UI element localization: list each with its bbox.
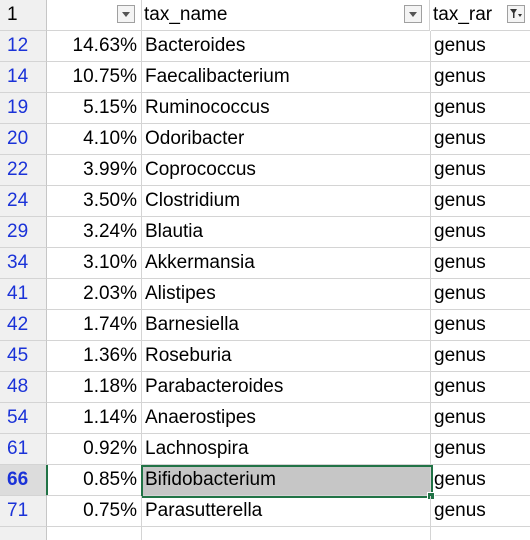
tax-rank-cell[interactable]: genus bbox=[431, 248, 530, 279]
tax-name-cell[interactable]: Coprococcus bbox=[142, 155, 431, 186]
tax-name-cell[interactable]: Roseburia bbox=[142, 341, 431, 372]
table-row: 19 5.15% Ruminococcus genus bbox=[0, 93, 530, 124]
row-header[interactable]: 14 bbox=[0, 62, 47, 93]
row-header[interactable]: 34 bbox=[0, 248, 47, 279]
percentage-cell[interactable]: 3.50% bbox=[47, 186, 142, 217]
table-row: 41 2.03% Alistipes genus bbox=[0, 279, 530, 310]
header-cell-tax-name[interactable]: tax_name bbox=[142, 0, 430, 31]
row-header[interactable]: 22 bbox=[0, 155, 47, 186]
row-header[interactable]: 54 bbox=[0, 403, 47, 434]
percentage-cell[interactable]: 1.36% bbox=[47, 341, 142, 372]
percentage-cell[interactable]: 3.24% bbox=[47, 217, 142, 248]
tax-name-cell[interactable]: Bacteroides bbox=[142, 31, 431, 62]
tax-rank-cell[interactable]: genus bbox=[431, 341, 530, 372]
table-row: 48 1.18% Parabacteroides genus bbox=[0, 372, 530, 403]
tax-name-cell[interactable]: Bifidobacterium bbox=[142, 465, 431, 496]
row-header[interactable]: 1 bbox=[0, 0, 47, 31]
tax-name-cell[interactable]: Ruminococcus bbox=[142, 93, 431, 124]
tax-rank-cell[interactable]: genus bbox=[431, 372, 530, 403]
percentage-cell[interactable]: 0.75% bbox=[47, 496, 142, 527]
tax-rank-cell[interactable]: genus bbox=[431, 310, 530, 341]
percentage-cell[interactable]: 3.99% bbox=[47, 155, 142, 186]
table-row: 66 0.85% Bifidobacterium genus bbox=[0, 465, 530, 500]
percentage-cell[interactable]: 1.74% bbox=[47, 310, 142, 341]
header-cell-tax-rank[interactable]: tax_rar bbox=[431, 0, 530, 31]
tax-name-cell[interactable]: Faecalibacterium bbox=[142, 62, 431, 93]
table-row: 29 3.24% Blautia genus bbox=[0, 217, 530, 248]
tax-rank-cell[interactable]: genus bbox=[431, 403, 530, 434]
row-header[interactable]: 19 bbox=[0, 93, 47, 124]
tax-rank-cell[interactable]: genus bbox=[431, 465, 530, 496]
partial-row bbox=[0, 527, 530, 540]
row-header[interactable]: 48 bbox=[0, 372, 47, 403]
percentage-cell[interactable]: 14.63% bbox=[47, 31, 142, 62]
header-row: 1 tax_name tax_rar bbox=[0, 0, 530, 31]
table-row: 71 0.75% Parasutterella genus bbox=[0, 496, 530, 527]
table-row: 34 3.10% Akkermansia genus bbox=[0, 248, 530, 279]
row-header[interactable]: 66 bbox=[0, 465, 48, 496]
filter-dropdown-button[interactable] bbox=[404, 5, 422, 23]
row-header[interactable]: 61 bbox=[0, 434, 47, 465]
tax-rank-cell[interactable]: genus bbox=[431, 217, 530, 248]
tax-rank-cell[interactable]: genus bbox=[431, 186, 530, 217]
row-header[interactable]: 45 bbox=[0, 341, 47, 372]
percentage-cell[interactable]: 5.15% bbox=[47, 93, 142, 124]
tax-name-cell[interactable]: Blautia bbox=[142, 217, 431, 248]
tax-name-cell[interactable]: Odoribacter bbox=[142, 124, 431, 155]
tax-name-cell[interactable]: Barnesiella bbox=[142, 310, 431, 341]
tax-rank-cell[interactable]: genus bbox=[431, 155, 530, 186]
percentage-cell[interactable]: 2.03% bbox=[47, 279, 142, 310]
tax-name-cell[interactable]: Lachnospira bbox=[142, 434, 431, 465]
table-row: 24 3.50% Clostridium genus bbox=[0, 186, 530, 217]
header-cell-b[interactable] bbox=[47, 0, 142, 31]
table-row: 45 1.36% Roseburia genus bbox=[0, 341, 530, 372]
row-header[interactable]: 29 bbox=[0, 217, 47, 248]
tax-rank-cell[interactable]: genus bbox=[431, 62, 530, 93]
row-header[interactable]: 20 bbox=[0, 124, 47, 155]
percentage-cell[interactable]: 10.75% bbox=[47, 62, 142, 93]
table-row: 22 3.99% Coprococcus genus bbox=[0, 155, 530, 186]
percentage-cell[interactable]: 4.10% bbox=[47, 124, 142, 155]
filter-funnel-icon[interactable] bbox=[507, 5, 525, 23]
percentage-cell[interactable]: 0.85% bbox=[47, 465, 142, 496]
tax-name-cell[interactable]: Alistipes bbox=[142, 279, 431, 310]
row-header[interactable]: 42 bbox=[0, 310, 47, 341]
tax-rank-cell[interactable]: genus bbox=[431, 31, 530, 62]
table-row: 54 1.14% Anaerostipes genus bbox=[0, 403, 530, 434]
row-header[interactable]: 41 bbox=[0, 279, 47, 310]
percentage-cell[interactable]: 1.14% bbox=[47, 403, 142, 434]
filter-dropdown-button[interactable] bbox=[117, 5, 135, 23]
tax-name-cell[interactable]: Anaerostipes bbox=[142, 403, 431, 434]
percentage-cell[interactable]: 3.10% bbox=[47, 248, 142, 279]
tax-rank-cell[interactable]: genus bbox=[431, 93, 530, 124]
tax-name-cell[interactable]: Clostridium bbox=[142, 186, 431, 217]
tax-name-cell[interactable]: Parabacteroides bbox=[142, 372, 431, 403]
table-row: 61 0.92% Lachnospira genus bbox=[0, 434, 530, 465]
row-header[interactable]: 71 bbox=[0, 496, 47, 527]
table-row: 14 10.75% Faecalibacterium genus bbox=[0, 62, 530, 93]
table-row: 20 4.10% Odoribacter genus bbox=[0, 124, 530, 155]
tax-rank-cell[interactable]: genus bbox=[431, 124, 530, 155]
tax-rank-cell[interactable]: genus bbox=[431, 496, 530, 527]
fill-handle[interactable] bbox=[427, 492, 435, 500]
percentage-cell[interactable]: 1.18% bbox=[47, 372, 142, 403]
percentage-cell[interactable]: 0.92% bbox=[47, 434, 142, 465]
row-header[interactable]: 24 bbox=[0, 186, 47, 217]
table-row: 42 1.74% Barnesiella genus bbox=[0, 310, 530, 341]
tax-name-cell[interactable]: Parasutterella bbox=[142, 496, 431, 527]
table-row: 12 14.63% Bacteroides genus bbox=[0, 31, 530, 62]
tax-rank-cell[interactable]: genus bbox=[431, 434, 530, 465]
row-header[interactable]: 12 bbox=[0, 31, 47, 62]
tax-rank-cell[interactable]: genus bbox=[431, 279, 530, 310]
tax-name-cell[interactable]: Akkermansia bbox=[142, 248, 431, 279]
